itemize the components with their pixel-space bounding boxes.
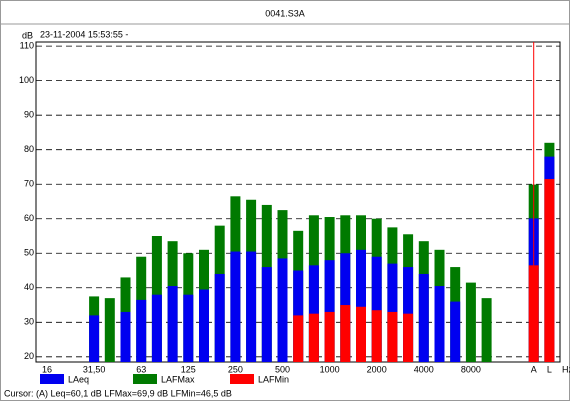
x-tick-label: 4000: [414, 364, 434, 374]
y-tick-label: 60: [24, 213, 34, 223]
y-tick-label: 20: [24, 351, 34, 361]
bar: [308, 313, 319, 362]
y-tick-label: 70: [24, 179, 34, 189]
bar: [465, 282, 476, 362]
bar: [277, 258, 288, 362]
x-tick-label: 8000: [461, 364, 481, 374]
legend-swatch: [230, 374, 254, 384]
x-tick-label: 31,50: [83, 364, 106, 374]
bar: [183, 294, 194, 362]
bar: [293, 315, 304, 362]
y-tick-label: 40: [24, 282, 34, 292]
bar: [104, 298, 115, 362]
chart-title: 0041.S3A: [265, 8, 305, 18]
x-tick-label: A: [531, 364, 537, 374]
subtitle: 23-11-2004 15:53:55 -: [40, 29, 128, 39]
bar: [167, 286, 178, 362]
cursor-readout: Cursor: (A) Leq=60,1 dB LFMax=69,9 dB LF…: [4, 388, 232, 398]
x-tick-label: 1000: [320, 364, 340, 374]
legend-swatch: [40, 374, 64, 384]
bar: [371, 256, 382, 362]
y-tick-label: 30: [24, 317, 34, 327]
bar: [434, 286, 445, 362]
y-axis-label: dB: [22, 30, 33, 40]
bar: [230, 251, 241, 362]
bar: [261, 267, 272, 362]
bar: [214, 273, 225, 362]
bar: [387, 311, 398, 362]
bar: [324, 260, 335, 362]
x-tick-label: 2000: [367, 364, 387, 374]
x-tick-label: 500: [275, 364, 290, 374]
y-tick-label: 80: [24, 144, 34, 154]
x-tick-label: 125: [181, 364, 196, 374]
y-tick-label: 50: [24, 248, 34, 258]
x-tick-label: 16: [42, 364, 52, 374]
bar: [450, 301, 461, 362]
y-tick-label: 110: [20, 41, 34, 51]
bar: [371, 310, 382, 362]
bar: [340, 305, 351, 362]
bar: [356, 249, 366, 362]
legend-swatch: [133, 374, 157, 384]
bar: [544, 179, 555, 362]
bar: [151, 294, 162, 362]
bar: [418, 273, 429, 362]
bar: [403, 313, 414, 362]
y-tick-label: 90: [24, 110, 34, 120]
bar: [136, 299, 147, 362]
bar: [324, 311, 335, 362]
bar: [120, 311, 131, 362]
legend-label: LAFMax: [161, 374, 195, 384]
legend-label: LAFMin: [258, 374, 289, 384]
bar: [246, 251, 257, 362]
x-axis-label: Hz: [562, 364, 570, 374]
y-tick-label: 100: [19, 75, 34, 85]
x-tick-label: 63: [136, 364, 146, 374]
x-tick-label: L: [547, 364, 552, 374]
bar: [356, 306, 366, 362]
x-tick-label: 250: [228, 364, 243, 374]
bar: [199, 289, 209, 362]
bar: [481, 298, 492, 362]
legend-label: LAeq: [68, 374, 89, 384]
bar: [89, 315, 100, 362]
